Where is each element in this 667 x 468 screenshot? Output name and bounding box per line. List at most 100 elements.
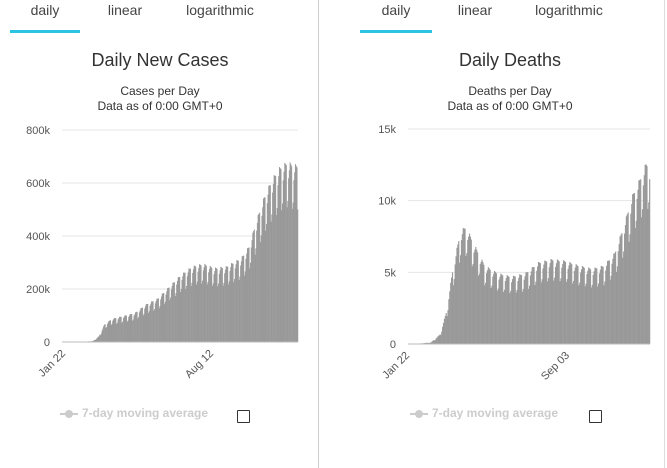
bar [643,175,645,344]
subtitle-line-2: Data as of 0:00 GMT+0 [97,99,223,113]
bar [242,255,244,342]
bar [471,266,473,344]
bar [442,326,444,344]
bar [627,212,629,344]
bar [98,336,100,342]
bar [106,323,108,342]
bar [228,281,230,342]
bar [501,274,503,344]
bar [293,180,295,342]
bar [175,293,177,342]
bar [621,233,623,344]
bar [144,306,146,342]
bar [645,164,647,344]
bar [151,301,153,342]
bar [469,236,471,344]
tab-logarithmic[interactable]: logarithmic [535,2,603,18]
bar [633,193,636,344]
bar [230,267,232,342]
bar [564,261,566,344]
x-tick-label: Jan 22 [36,348,68,380]
bar [509,293,511,344]
bar [173,282,175,342]
bar [204,263,206,342]
bar [261,215,263,342]
bar [475,246,477,344]
bar [128,315,130,342]
bar [596,268,598,344]
bar [500,273,502,344]
bar [297,209,299,342]
bar [222,285,224,342]
bar [294,172,296,342]
bar [160,296,162,342]
tab-linear[interactable]: linear [457,2,493,18]
bar [195,284,197,342]
bar [231,263,233,342]
bar [248,247,250,342]
bar [270,221,272,342]
bar [546,261,548,344]
bar [635,220,637,344]
panel-divider [318,0,319,468]
bar [606,265,608,344]
bar [278,167,280,342]
bar [239,276,241,342]
bar [148,311,150,342]
bar [141,307,143,342]
y-tick-label: 0 [44,337,50,349]
bar [494,270,496,344]
bar [272,192,274,342]
bar [199,264,201,342]
bar [252,232,254,342]
bar [192,269,194,342]
bar [458,241,460,344]
bar [152,301,154,342]
bar [554,266,557,344]
bar [109,320,111,342]
bar [158,308,160,342]
bar [280,169,282,342]
moving-average-checkbox[interactable] [589,410,602,423]
bar [447,310,449,344]
bar [556,259,558,344]
tab-daily[interactable]: daily [10,0,80,33]
bar [186,285,188,342]
bar [544,260,546,344]
bar [229,271,231,342]
bar [451,277,453,344]
bar [250,247,252,342]
bar [188,268,190,342]
bar [555,263,558,344]
bar [605,270,607,344]
bar [119,316,121,342]
bar [172,282,174,342]
bar [552,260,554,344]
tab-daily[interactable]: daily [360,0,432,33]
bar [246,253,248,342]
bar [467,240,469,344]
moving-average-checkbox[interactable] [237,410,250,423]
bar [282,203,284,342]
y-tick-label: 400k [26,231,50,243]
bar [589,268,591,344]
bar [548,267,550,344]
bar [265,230,267,342]
bar [632,194,634,344]
bar [116,323,118,342]
legend-marker-icon [410,410,428,418]
bar [119,316,121,342]
bar [629,234,631,344]
bar [145,304,147,342]
subtitle-line-2: Data as of 0:00 GMT+0 [447,99,573,113]
bar [233,282,235,342]
tab-logarithmic[interactable]: logarithmic [186,2,254,18]
bar [514,276,516,344]
tab-linear[interactable]: linear [107,2,143,18]
bar [257,214,259,342]
bar [616,266,618,344]
bar [168,287,170,342]
bar [177,277,179,342]
bar [486,270,489,344]
bar [136,311,138,342]
